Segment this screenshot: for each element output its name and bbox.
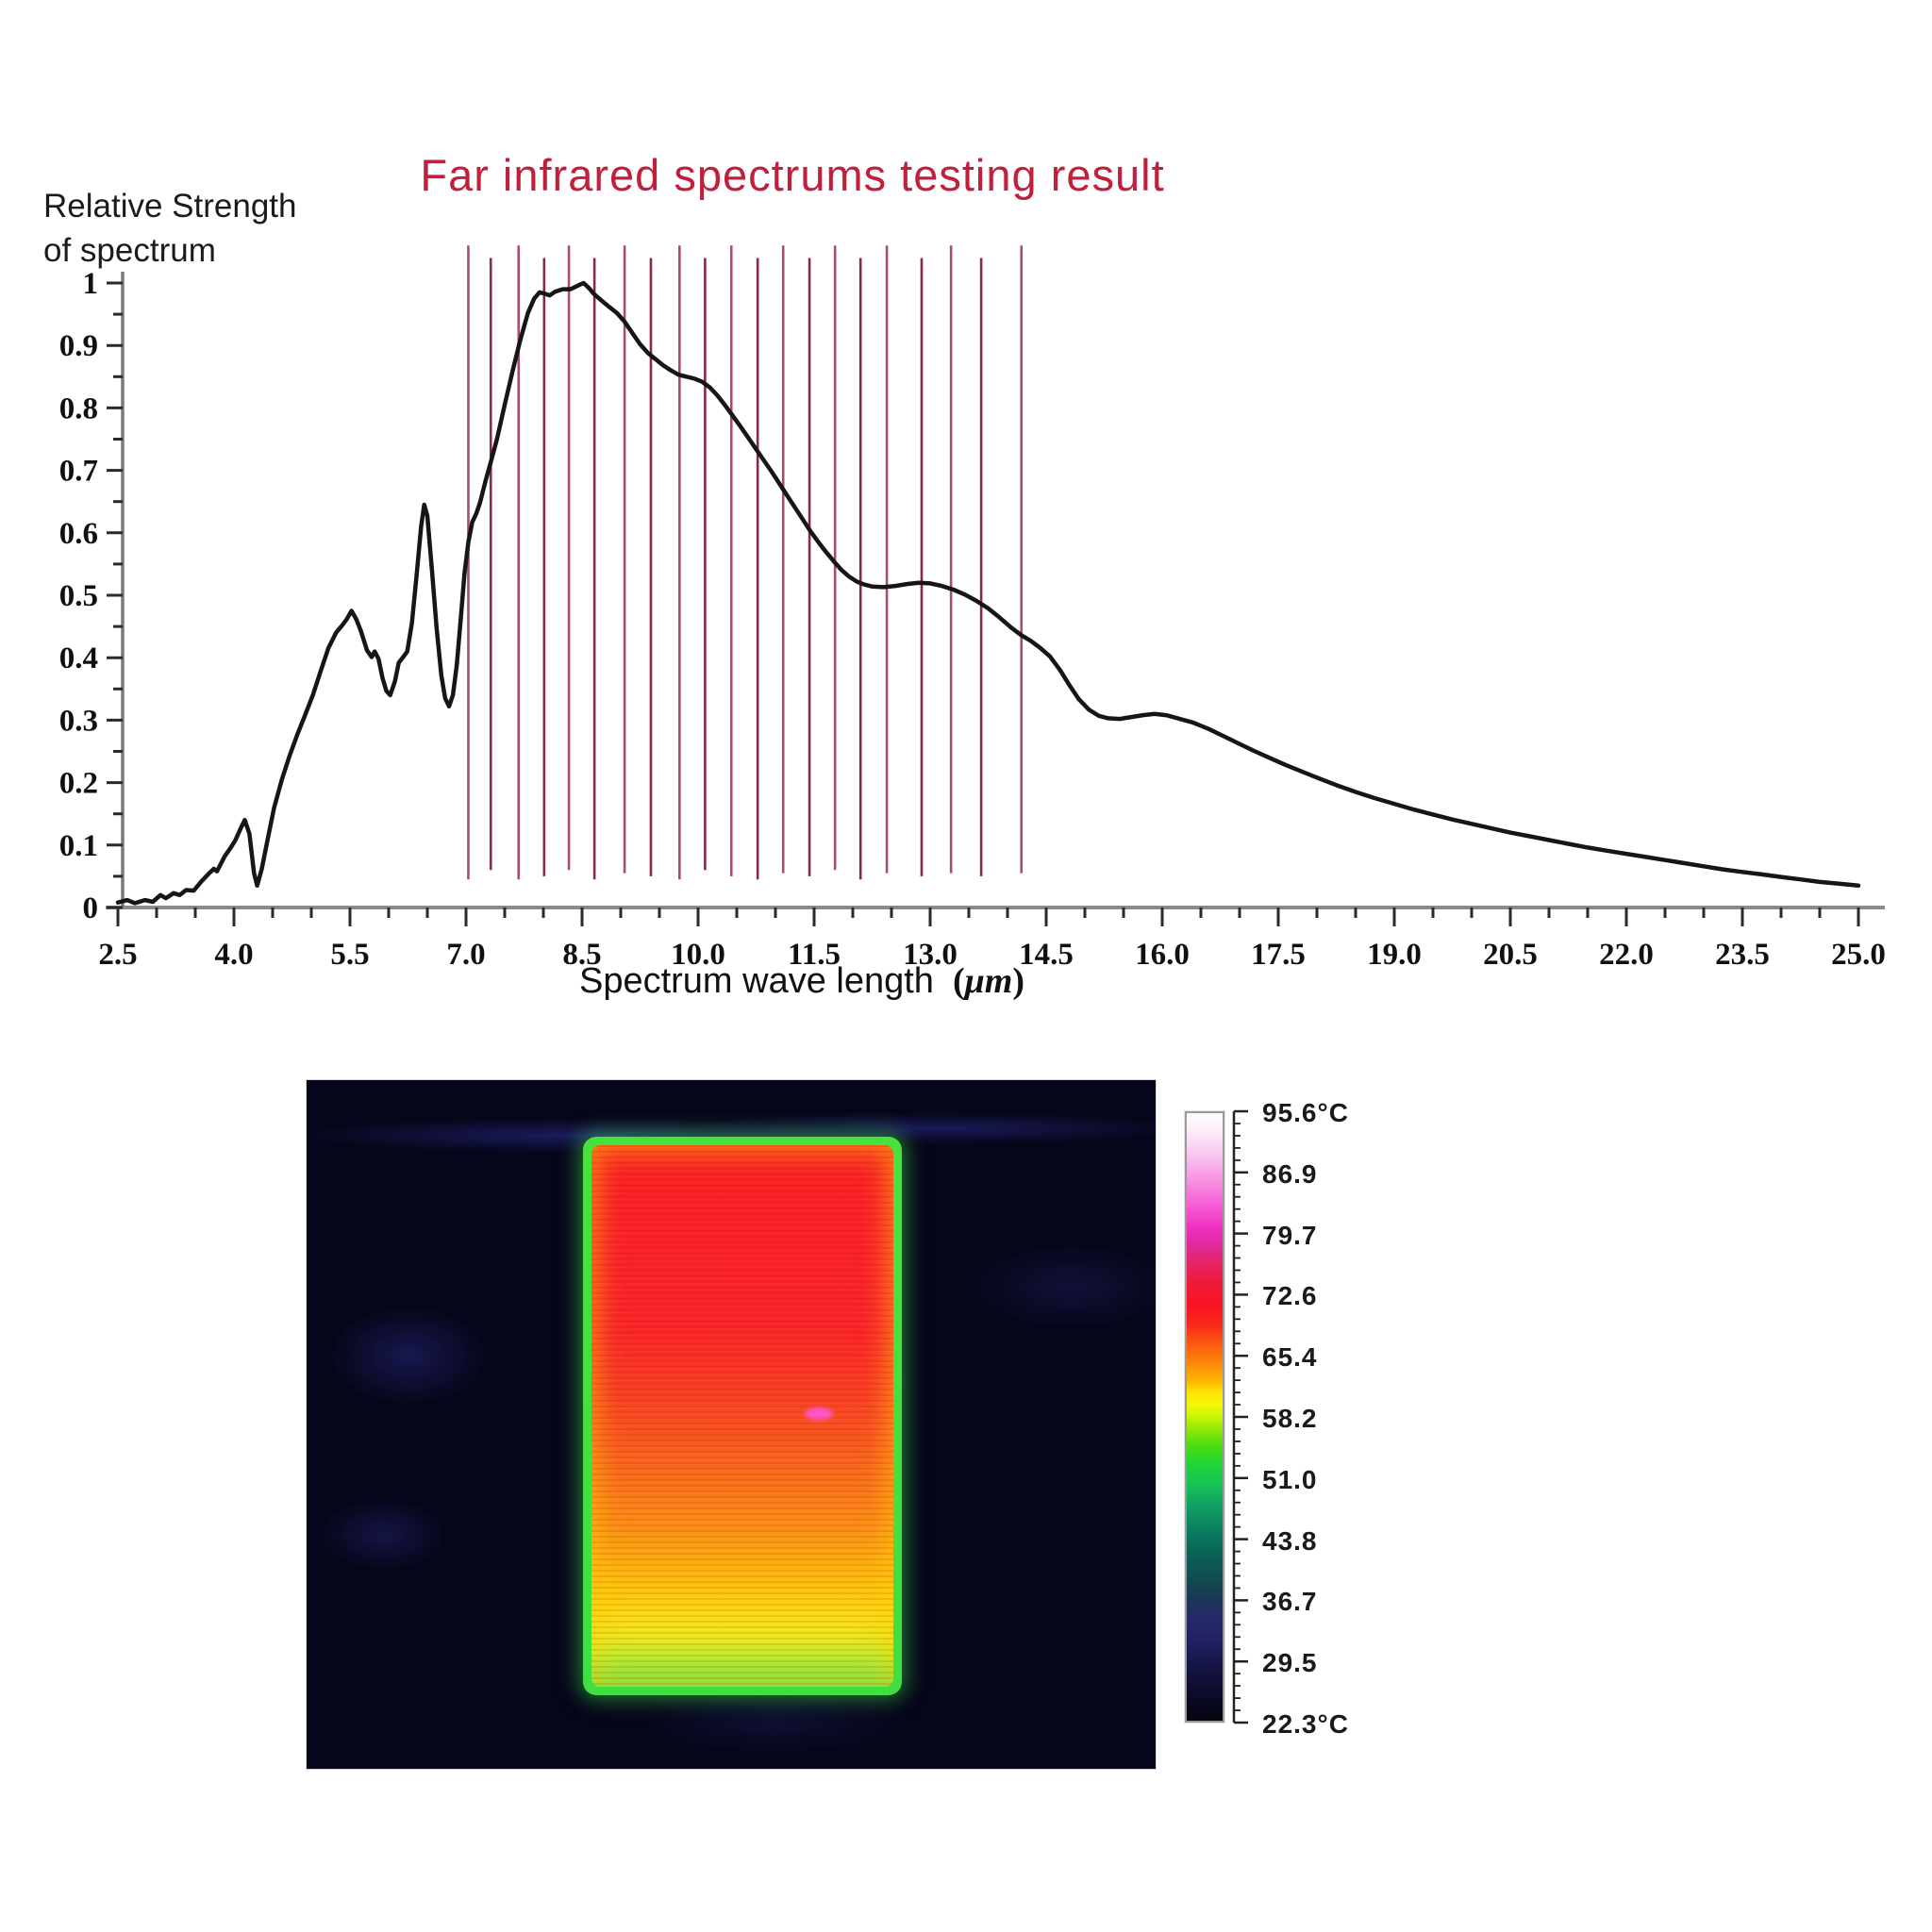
x-tick-label: 22.0 <box>1599 938 1654 972</box>
x-tick-label: 23.5 <box>1715 938 1770 972</box>
temperature-label: 95.6°C <box>1262 1098 1349 1127</box>
y-tick-label: 0 <box>83 891 99 925</box>
x-tick-label: 7.0 <box>446 938 485 972</box>
temperature-label: 72.6 <box>1262 1281 1318 1311</box>
y-tick-label: 0.9 <box>59 329 98 363</box>
y-tick-label: 0.7 <box>59 455 98 489</box>
y-axis-title: Relative Strength of spectrum <box>43 185 296 273</box>
y-axis-ticks: 0 0.1 0.2 0.3 0.4 0.5 0.6 0.7 0.8 0.9 1 <box>59 267 123 925</box>
temperature-label: 36.7 <box>1262 1587 1318 1617</box>
thermal-hot-spot <box>805 1407 833 1420</box>
y-tick-label: 1 <box>83 267 99 301</box>
x-axis-title-text: Spectrum wave length <box>578 961 934 1001</box>
temperature-label: 22.3°C <box>1262 1709 1349 1739</box>
y-tick-label: 0.1 <box>59 829 98 863</box>
x-tick-label: 2.5 <box>98 938 137 972</box>
y-tick-label: 0.8 <box>59 391 98 425</box>
temperature-label: 43.8 <box>1262 1525 1318 1556</box>
thermal-scanlines <box>591 1145 893 1687</box>
x-tick-label: 11.5 <box>788 938 841 972</box>
spectrum-curve <box>115 280 1861 906</box>
x-tick-label: 14.5 <box>1019 938 1074 972</box>
temperature-label: 29.5 <box>1262 1648 1318 1678</box>
temperature-label: 79.7 <box>1262 1220 1318 1250</box>
y-tick-label: 0.4 <box>59 641 98 675</box>
y-tick-label: 0.2 <box>59 767 98 801</box>
chart-title: Far infrared spectrums testing result <box>420 150 1165 200</box>
x-tick-label: 17.5 <box>1251 938 1306 972</box>
thermal-hot-rectangle <box>583 1137 902 1695</box>
colorbar-tick-ruler <box>1232 1109 1248 1724</box>
x-axis-ticks: 2.5 4.0 5.5 7.0 8.5 10.0 11.5 13.0 14.5 16.0 17.5 1… <box>98 908 1886 972</box>
thermal-image <box>307 1080 1156 1769</box>
x-tick-label: 25.0 <box>1831 938 1886 972</box>
temperature-label: 86.9 <box>1262 1158 1318 1189</box>
x-tick-label: 8.5 <box>562 938 601 972</box>
axes <box>106 272 1885 909</box>
y-axis-title-line1: Relative Strength <box>43 188 297 225</box>
temperature-label: 51.0 <box>1262 1464 1318 1494</box>
x-tick-label: 5.5 <box>330 938 369 972</box>
x-tick-label: 16.0 <box>1135 938 1190 972</box>
x-tick-label: 20.5 <box>1483 938 1538 972</box>
x-tick-label: 4.0 <box>214 938 253 972</box>
y-tick-label: 0.5 <box>59 579 98 613</box>
y-axis-title-line2: of spectrum <box>43 231 216 269</box>
temperature-label: 65.4 <box>1262 1342 1318 1373</box>
x-axis-title: Spectrum wave length (μm) <box>509 960 1094 1002</box>
x-tick-label: 13.0 <box>903 938 958 972</box>
temperature-label: 58.2 <box>1262 1404 1318 1433</box>
thermal-hot-core <box>591 1145 893 1687</box>
temperature-colorbar <box>1185 1111 1224 1723</box>
y-tick-label: 0.3 <box>59 704 98 738</box>
x-tick-label: 10.0 <box>671 938 725 972</box>
red-marker-lines <box>467 245 1024 880</box>
x-tick-label: 19.0 <box>1367 938 1422 972</box>
spectrum-chart: 0 0.1 0.2 0.3 0.4 0.5 0.6 0.7 0.8 0.9 1 2.5 4.0 5.5 7.… <box>59 245 1886 972</box>
y-tick-label: 0.6 <box>59 517 98 551</box>
x-axis-unit: (μm) <box>943 961 1025 1001</box>
